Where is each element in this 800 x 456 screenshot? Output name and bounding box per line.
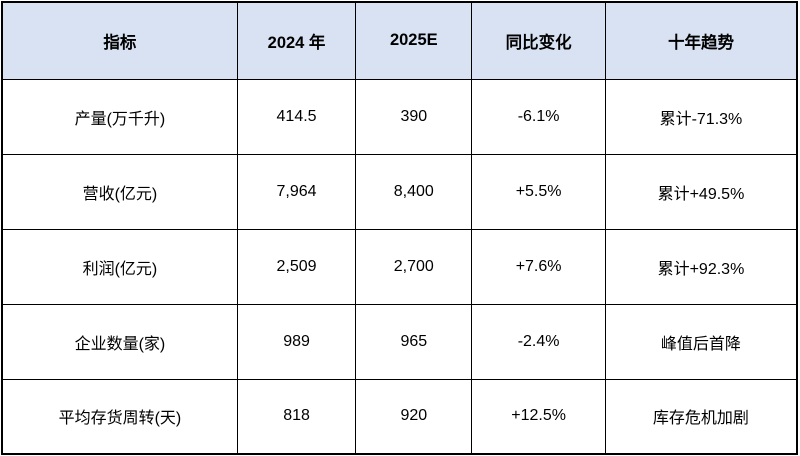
table-cell: 965 [355,303,473,380]
column-header-indicator: 指标 [1,1,238,80]
header-row: 指标 2024 年 2025E 同比变化 十年趋势 [1,1,798,80]
table-cell: 峰值后首降 [604,303,798,380]
table-cell: 414.5 [236,78,357,155]
table-cell: 818 [236,378,357,455]
table-cell: 390 [355,78,473,155]
table-row: 营收(亿元) 7,964 8,400 +5.5% 累计+49.5% [1,153,798,230]
table-cell: +5.5% [471,153,606,230]
table-cell: -2.4% [471,303,606,380]
table-row: 利润(亿元) 2,509 2,700 +7.6% 累计+92.3% [1,228,798,305]
row-label: 平均存货周转(天) [1,378,238,455]
table-header: 指标 2024 年 2025E 同比变化 十年趋势 [1,1,798,80]
table-cell: 8,400 [355,153,473,230]
table-row: 企业数量(家) 989 965 -2.4% 峰值后首降 [1,303,798,380]
column-header-year-2025e: 2025E [355,1,473,80]
table-cell: -6.1% [471,78,606,155]
table-body: 产量(万千升) 414.5 390 -6.1% 累计-71.3% 营收(亿元) 7,964 8… [1,78,798,455]
table-cell: 2,700 [355,228,473,305]
row-label: 利润(亿元) [1,228,238,305]
column-header-year-2024: 2024 年 [236,1,357,80]
row-label: 营收(亿元) [1,153,238,230]
table-cell: 累计+49.5% [604,153,798,230]
table-cell: 989 [236,303,357,380]
table-cell: 920 [355,378,473,455]
table-cell: +12.5% [471,378,606,455]
column-header-ten-year-trend: 十年趋势 [604,1,798,80]
table-row: 产量(万千升) 414.5 390 -6.1% 累计-71.3% [1,78,798,155]
table-cell: 累计-71.3% [604,78,798,155]
table-row: 平均存货周转(天) 818 920 +12.5% 库存危机加剧 [1,378,798,455]
table-cell: 库存危机加剧 [604,378,798,455]
table-cell: +7.6% [471,228,606,305]
row-label: 产量(万千升) [1,78,238,155]
table-cell: 累计+92.3% [604,228,798,305]
column-header-yoy-change: 同比变化 [471,1,606,80]
table-cell: 7,964 [236,153,357,230]
table-cell: 2,509 [236,228,357,305]
row-label: 企业数量(家) [1,303,238,380]
